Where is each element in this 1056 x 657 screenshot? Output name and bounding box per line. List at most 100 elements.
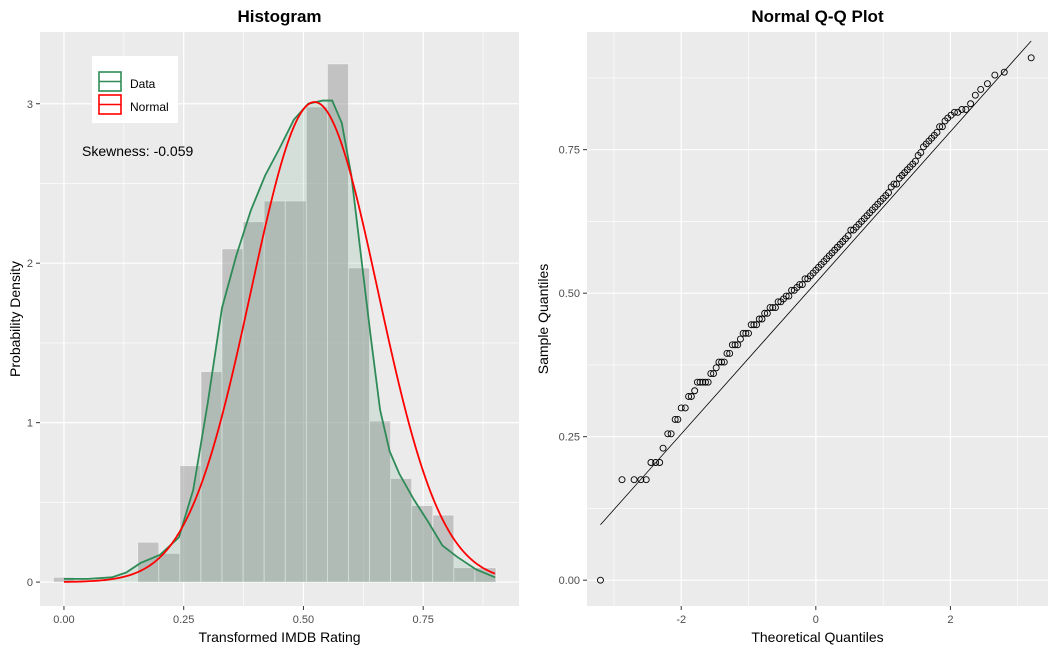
histogram-bars [53,63,497,583]
qq-point [677,404,685,412]
qq-point [647,459,655,466]
histogram-title: Histogram [237,7,321,26]
qq-point [718,358,726,366]
qq-point [766,304,774,311]
qq-point [704,378,712,386]
qq-point [745,329,752,337]
qq-point [801,275,809,283]
qq-plot-background [587,32,1048,606]
y-tick-label: 0.75 [559,145,580,157]
x-tick-label: 0.50 [293,614,314,626]
qq-point [597,576,604,584]
qq-point [699,378,707,386]
qq-point [911,157,919,165]
qq-point [742,329,750,337]
qq-grid [587,32,1048,606]
qq-point [736,335,744,343]
qq-y-axis-label: Sample Quantiles [535,264,551,375]
qq-point [936,123,944,131]
histogram-panel: 0.00 0.25 0.50 0.75 0 1 2 3 Histogram Transfor… [7,7,519,645]
normal-curve-line [63,101,496,583]
qq-point [769,304,777,311]
qq-point [652,459,660,466]
qq-point [983,80,991,88]
legend-label-data: Data [130,77,156,91]
histogram-y-axis-label: Probability Density [7,261,23,377]
qq-point [674,416,682,423]
qq-point [671,416,679,423]
qq-point [720,358,728,366]
qq-point [723,349,731,357]
x-tick-label: 0 [813,614,819,626]
qq-point [656,459,664,466]
qq-point [701,378,709,386]
qq-point [618,476,626,484]
qq-point [726,349,734,357]
qq-point [691,387,699,395]
qq-point [630,476,638,484]
qq-point [659,444,667,452]
skewness-annotation: Skewness: -0.059 [82,143,193,159]
qq-point [788,286,796,294]
qq-point [938,123,946,131]
x-tick-label: 0.75 [412,614,433,626]
qq-point [796,281,804,289]
histogram-x-axis-label: Transformed IMDB Rating [198,629,360,645]
legend-label-normal: Normal [130,100,169,114]
qq-point [774,298,782,306]
qq-point [971,91,979,99]
qq-point [710,370,717,377]
qq-point [707,370,715,377]
y-tick-label: 0.50 [559,288,580,300]
histogram-curves [63,99,496,583]
qq-point [991,71,999,79]
qq-point [962,106,970,113]
y-tick-label: 3 [27,99,33,111]
histogram-legend: Data Normal [92,56,178,123]
qq-y-ticks: 0.00 0.25 0.50 0.75 [559,145,587,587]
qq-point [782,292,790,300]
qq-point [844,232,852,240]
x-tick-label: -2 [676,614,686,626]
y-tick-label: 0.00 [559,575,580,587]
qq-point [890,180,898,188]
x-tick-label: 2 [947,614,953,626]
qq-point [681,404,689,412]
qq-point [715,358,723,366]
qq-point [731,341,739,349]
qq-point [693,378,701,386]
qq-x-axis-label: Theoretical Quantiles [751,629,883,645]
qq-point [739,329,747,337]
qq-point [734,341,742,349]
qq-point [747,321,755,329]
y-tick-label: 0 [27,577,33,589]
qq-point [637,476,645,484]
qq-point [763,309,771,317]
histogram-x-ticks: 0.00 0.25 0.50 0.75 [53,606,434,626]
qq-point [1027,54,1035,62]
qq-point [933,128,941,136]
qq-point [893,180,901,188]
qq-point [753,321,761,329]
qq-point [667,430,675,438]
qq-point [1000,68,1008,76]
qq-point [728,341,736,349]
qq-point [664,430,672,438]
qq-point [785,292,793,300]
qq-reference-line [600,40,1032,525]
y-tick-label: 0.25 [559,432,580,444]
qq-x-ticks: -2 0 2 [676,606,953,626]
qq-point [798,281,806,289]
qq-point [761,309,769,317]
x-tick-label: 0.00 [53,614,74,626]
qq-point [758,315,766,323]
qq-point [750,321,758,329]
qq-point [755,315,763,323]
qq-point [687,393,695,400]
y-tick-label: 2 [27,258,33,270]
qq-point [771,304,779,311]
qq-point [967,100,975,108]
qq-point [712,364,720,372]
qq-point [847,226,855,234]
